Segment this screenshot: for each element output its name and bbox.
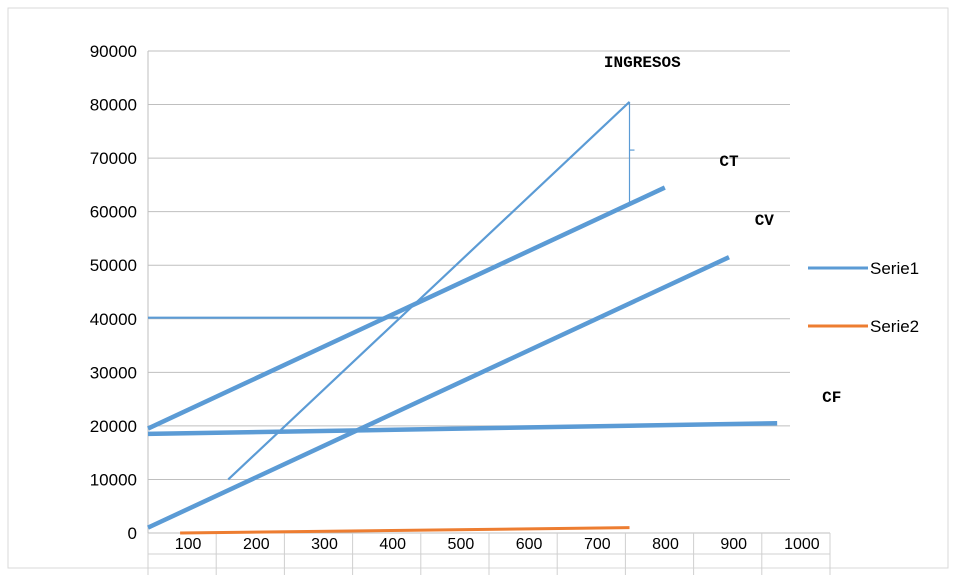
series-line-ct (147, 185, 666, 431)
y-axis-ticks: 0 10000 20000 30000 40000 50000 60000 70000 8000… (90, 42, 137, 543)
x-tick-label: 700 (584, 536, 611, 553)
series-line-ingresos (227, 101, 631, 481)
grid (147, 50, 830, 534)
x-tick-label: 300 (311, 536, 338, 553)
x-tick-label: 200 (243, 536, 270, 553)
y-tick-label: 90000 (90, 42, 137, 61)
y-tick-label: 70000 (90, 149, 137, 168)
series-line (180, 526, 630, 535)
x-axis-ticks: 100 200 300 400 500 600 700 800 900 1000 (147, 533, 831, 575)
x-tick-label: 100 (175, 536, 202, 553)
annotation-ingresos: INGRESOS (604, 54, 681, 72)
y-tick-label: 10000 (90, 470, 137, 489)
x-tick-label: 500 (448, 536, 475, 553)
annotation-cf: CF (822, 389, 841, 407)
y-tick-label: 20000 (90, 417, 137, 436)
x-tick-label: 1000 (784, 536, 820, 553)
x-tick-label: 600 (516, 536, 543, 553)
x-tick-label: 800 (652, 536, 679, 553)
annotation-ct: CT (719, 153, 739, 171)
series-line-cf (147, 420, 778, 437)
y-tick-label: 40000 (90, 310, 137, 329)
annotation-cv: CV (755, 212, 775, 230)
y-tick-label: 30000 (90, 363, 137, 382)
y-tick-label: 50000 (90, 256, 137, 275)
y-tick-label: 0 (128, 524, 137, 543)
chart-border (7, 7, 949, 569)
series-line-cv (147, 255, 730, 530)
legend-label: Serie2 (870, 317, 919, 336)
legend-label: Serie1 (870, 259, 919, 278)
series (147, 101, 778, 535)
legend: Serie1 Serie2 (808, 259, 919, 336)
y-tick-label: 80000 (90, 96, 137, 115)
x-tick-label: 400 (379, 536, 406, 553)
annotations: INGRESOS CT CV CF (604, 54, 841, 407)
x-tick-label: 900 (720, 536, 747, 553)
y-tick-label: 60000 (90, 203, 137, 222)
